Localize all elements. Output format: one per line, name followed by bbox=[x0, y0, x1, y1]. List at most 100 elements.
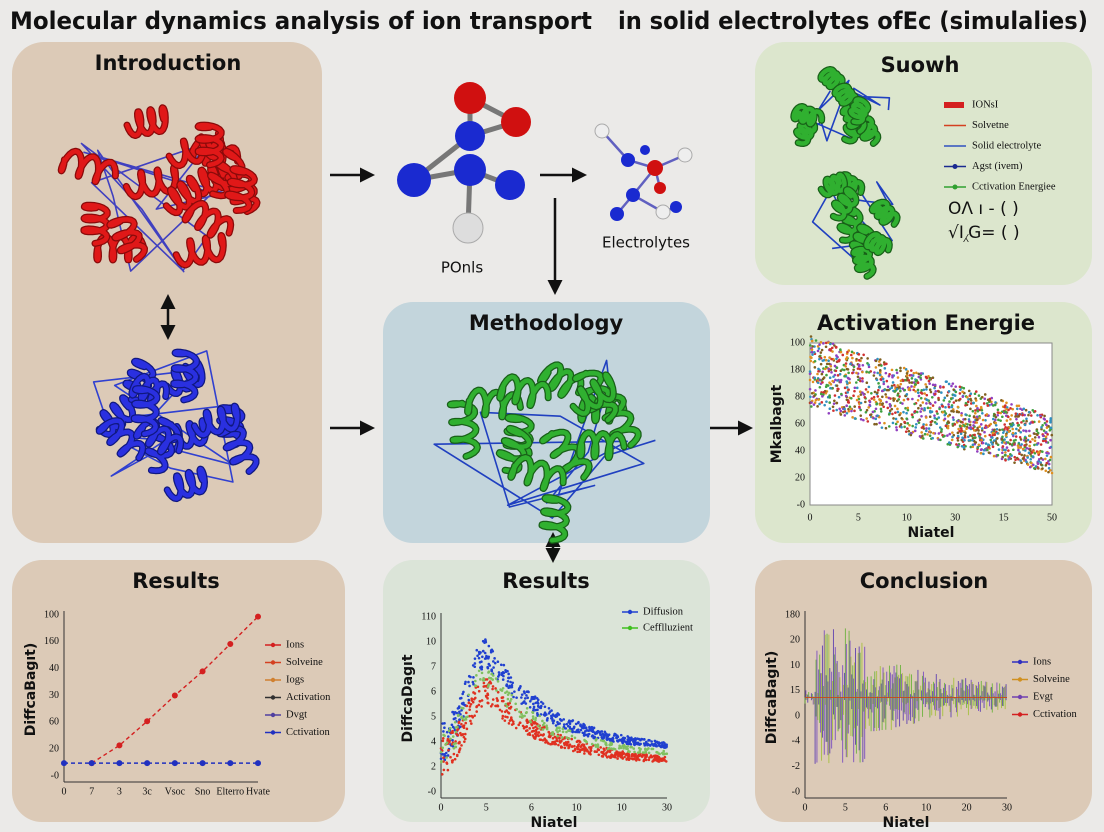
scatter-dot bbox=[467, 693, 471, 697]
scatter-dot bbox=[920, 414, 923, 418]
scatter-dot bbox=[969, 407, 972, 411]
scatter-dot bbox=[458, 697, 462, 700]
scatter-dot bbox=[855, 371, 858, 375]
scatter-dot bbox=[445, 756, 448, 759]
scatter-dot bbox=[966, 395, 969, 399]
scatter-dot bbox=[1019, 426, 1022, 430]
scatter-dot bbox=[467, 701, 471, 704]
scatter-dot bbox=[855, 357, 858, 361]
scatter-dot bbox=[994, 418, 997, 422]
scatter-dot bbox=[818, 343, 821, 346]
scatter-dot bbox=[1023, 449, 1027, 452]
scatter-dot bbox=[582, 733, 586, 737]
scatter-dot bbox=[1022, 407, 1026, 411]
scatter-dot bbox=[901, 387, 905, 390]
scatter-dot bbox=[867, 406, 870, 409]
scatter-dot bbox=[454, 742, 458, 745]
scatter-dot bbox=[891, 374, 894, 377]
scatter-dot bbox=[626, 756, 630, 760]
scatter-dot bbox=[918, 434, 922, 438]
scatter-dot bbox=[986, 404, 990, 407]
scatter-dot bbox=[846, 368, 850, 371]
scatter-dot bbox=[937, 432, 941, 435]
scatter-dot bbox=[467, 680, 470, 684]
scatter-dot bbox=[914, 390, 917, 393]
scatter-dot bbox=[1048, 446, 1052, 450]
scatter-dot bbox=[1004, 434, 1008, 437]
scatter-dot bbox=[573, 744, 576, 748]
scatter-dot bbox=[486, 666, 490, 670]
scatter-dot bbox=[885, 400, 888, 404]
scatter-dot bbox=[498, 708, 502, 712]
scatter-dot bbox=[1004, 426, 1007, 429]
scatter-dot bbox=[951, 435, 954, 439]
scatter-dot bbox=[561, 736, 564, 739]
scatter-dot bbox=[446, 768, 450, 772]
helix bbox=[107, 217, 147, 262]
scatter-dot bbox=[925, 388, 928, 391]
scatter-dot bbox=[902, 366, 906, 370]
scatter-dot bbox=[538, 714, 542, 718]
scatter-dot bbox=[938, 385, 942, 388]
scatter-dot bbox=[859, 414, 863, 417]
y-tick-label: 7 bbox=[431, 661, 436, 672]
scatter-dot bbox=[603, 748, 606, 752]
scatter-dot bbox=[836, 374, 840, 377]
scatter-dot bbox=[956, 405, 960, 409]
scatter-dot bbox=[911, 424, 914, 428]
scatter-dot bbox=[942, 399, 946, 402]
scatter-dot bbox=[966, 400, 970, 404]
x-tick-label: 7 bbox=[89, 786, 94, 797]
scatter-dot bbox=[820, 372, 824, 376]
scatter-dot bbox=[948, 443, 952, 446]
scatter-dot bbox=[543, 711, 547, 715]
scatter-dot bbox=[610, 743, 614, 746]
y-tick-label: 40 bbox=[49, 663, 59, 674]
scatter-dot bbox=[1031, 408, 1035, 412]
scatter-dot bbox=[972, 429, 976, 432]
scatter-dot bbox=[465, 727, 469, 731]
scatter-dot bbox=[491, 703, 494, 706]
data-point bbox=[171, 692, 178, 699]
scatter-dot bbox=[967, 389, 971, 393]
scatter-dot bbox=[995, 442, 998, 445]
y-tick-label: -4 bbox=[792, 736, 800, 747]
scatter-dot bbox=[1015, 404, 1019, 408]
scatter-dot bbox=[1049, 438, 1052, 442]
scatter-dot bbox=[891, 381, 895, 384]
scatter-dot bbox=[497, 671, 501, 674]
x-axis-label: Niatel bbox=[908, 525, 955, 541]
helix bbox=[134, 419, 183, 455]
scatter-dot bbox=[861, 370, 864, 374]
scatter-dot bbox=[808, 370, 812, 373]
scatter-dot bbox=[1044, 464, 1048, 467]
scatter-dot bbox=[460, 722, 463, 726]
scatter-dot bbox=[506, 669, 509, 673]
scatter-dot bbox=[520, 696, 523, 699]
scatter-dot bbox=[653, 754, 656, 758]
scatter-dot bbox=[937, 390, 941, 393]
scatter-dot bbox=[904, 430, 908, 433]
scatter-dot bbox=[960, 438, 964, 442]
scatter-dot bbox=[977, 429, 980, 432]
scatter-dot bbox=[843, 410, 847, 413]
scatter-dot bbox=[845, 386, 849, 389]
scatter-dot bbox=[524, 711, 528, 715]
scatter-dot bbox=[485, 654, 488, 658]
scatter-dot bbox=[984, 442, 988, 445]
scatter-dot bbox=[1028, 448, 1032, 451]
scatter-dot bbox=[881, 395, 884, 399]
legend-label: Solveine bbox=[1033, 674, 1070, 685]
scatter-dot bbox=[558, 722, 561, 725]
scatter-dot bbox=[818, 385, 822, 389]
scatter-dot bbox=[1049, 420, 1052, 424]
scatter-dot bbox=[1001, 415, 1004, 419]
scatter-dot bbox=[500, 710, 504, 713]
scatter-dot bbox=[620, 751, 623, 755]
scatter-dot bbox=[809, 344, 812, 347]
helix bbox=[869, 199, 900, 227]
y-tick-label: 100 bbox=[44, 609, 59, 620]
scatter-dot bbox=[1014, 435, 1018, 438]
scatter-dot bbox=[1001, 435, 1004, 439]
legend-label: Dvgt bbox=[286, 709, 307, 720]
